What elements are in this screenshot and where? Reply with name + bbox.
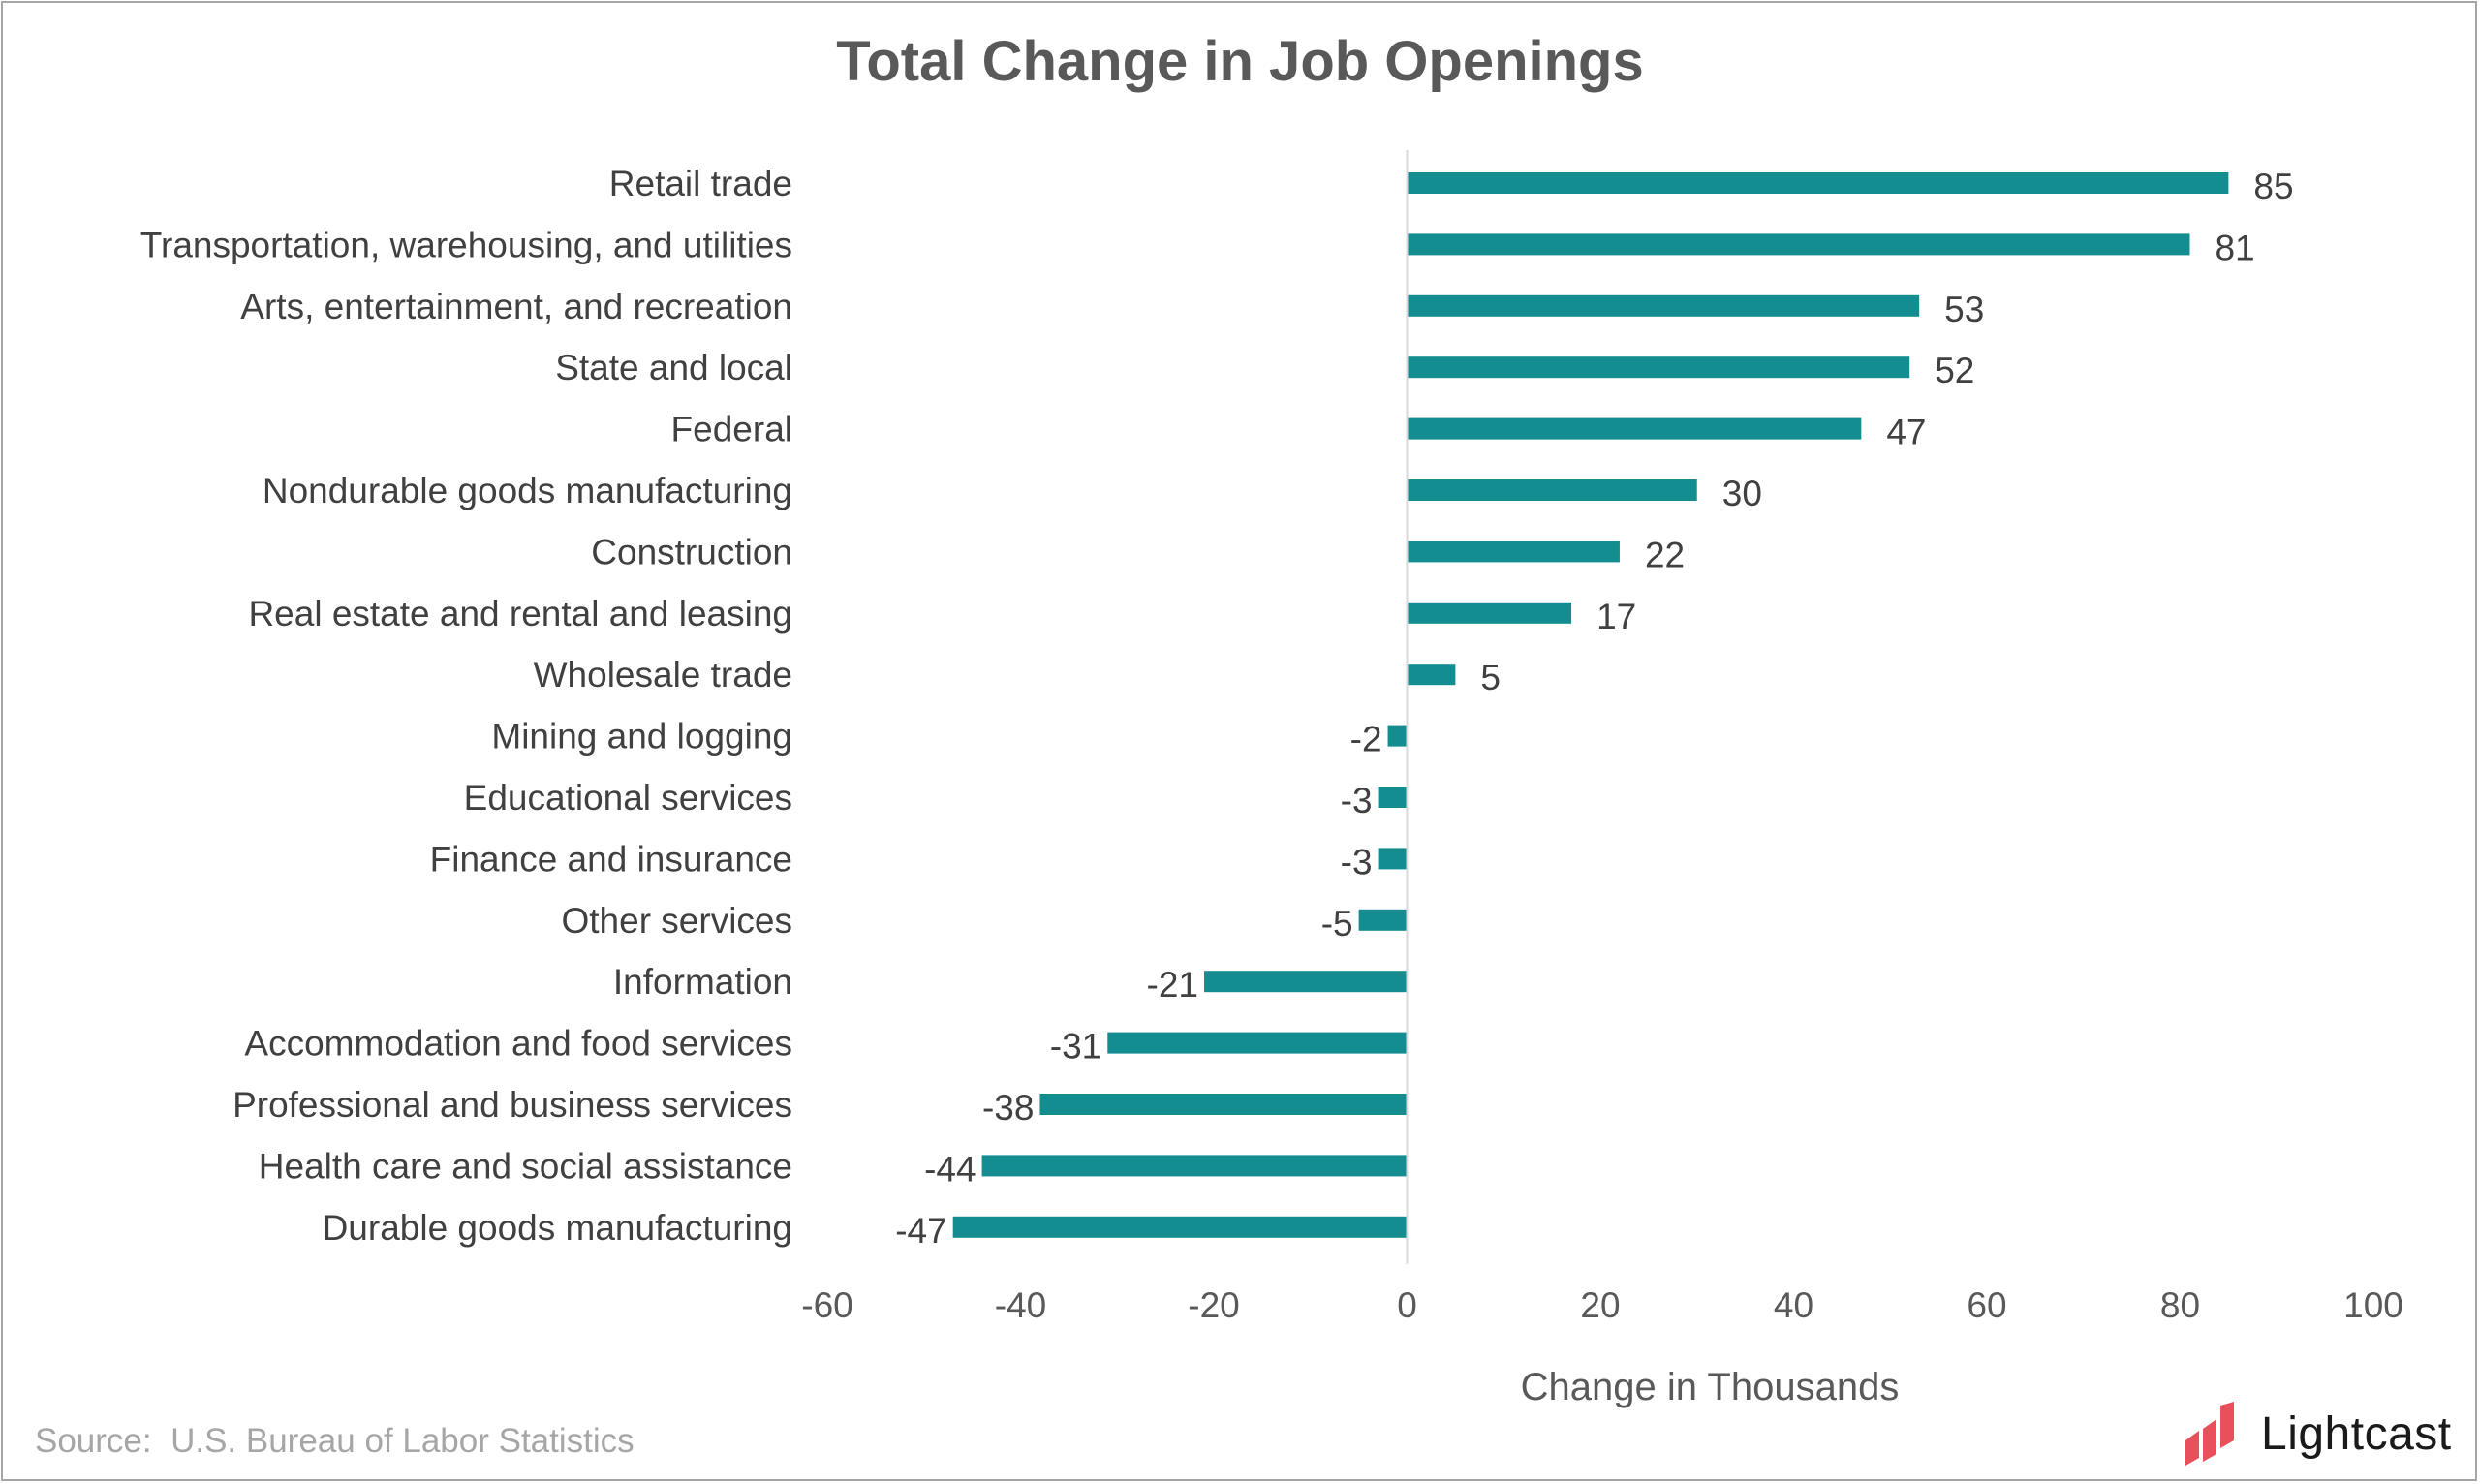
data-label: 47 — [1886, 413, 1926, 452]
data-label: -3 — [1341, 781, 1373, 820]
bar — [1407, 479, 1697, 501]
bar — [1407, 417, 1862, 440]
category-label: Professional and business services — [232, 1085, 792, 1125]
x-tick-label: -40 — [995, 1285, 1046, 1325]
bar — [1204, 971, 1408, 993]
x-tick-label: -60 — [801, 1285, 852, 1325]
category-label: Health care and social assistance — [259, 1146, 792, 1186]
bar — [1407, 294, 1920, 317]
x-axis-label: Change in Thousands — [1521, 1366, 1900, 1408]
data-label: -3 — [1341, 842, 1373, 881]
category-label: State and local — [555, 348, 792, 387]
data-label: -47 — [895, 1211, 946, 1251]
brand-logo: Lightcast — [2182, 1395, 2452, 1472]
bar — [1039, 1094, 1408, 1115]
x-tick-label: 40 — [1774, 1285, 1814, 1325]
bar — [1407, 602, 1572, 624]
brand-name: Lightcast — [2261, 1407, 2452, 1460]
category-label: Transportation, warehousing, and utiliti… — [140, 225, 792, 264]
bar — [1387, 725, 1408, 747]
bar — [1378, 848, 1408, 870]
bar — [1407, 356, 1910, 379]
data-label: -2 — [1350, 720, 1382, 759]
category-label: Wholesale trade — [534, 655, 792, 695]
bar — [981, 1155, 1408, 1177]
category-label: Mining and logging — [491, 717, 792, 757]
category-labels: Retail trade Transportation, warehousing,… — [140, 164, 792, 1248]
source-note: Source: U.S. Bureau of Labor Statistics — [35, 1422, 635, 1460]
category-label: Accommodation and food services — [244, 1024, 792, 1064]
x-tick-labels: -60 -40 -20 0 20 40 60 80 100 — [801, 1285, 2403, 1325]
category-label: Finance and insurance — [430, 839, 792, 879]
chart-title: Total Change in Job Openings — [836, 30, 1644, 93]
category-label: Educational services — [464, 778, 792, 818]
bar — [1358, 909, 1408, 931]
lightcast-logo-icon — [2186, 1402, 2234, 1466]
bar — [1407, 233, 2190, 256]
category-label: Durable goods manufacturing — [323, 1208, 792, 1248]
x-tick-label: 60 — [1967, 1285, 2006, 1325]
data-label: 22 — [1645, 535, 1685, 574]
category-label: Construction — [591, 532, 792, 572]
category-label: Information — [613, 962, 792, 1002]
x-tick-label: 20 — [1580, 1285, 1620, 1325]
data-label: 81 — [2215, 228, 2254, 267]
data-label: 30 — [1722, 474, 1762, 513]
category-label: Nondurable goods manufacturing — [263, 471, 792, 510]
bar — [952, 1216, 1408, 1238]
category-label: Federal — [671, 410, 792, 449]
data-label: 53 — [1944, 290, 1984, 329]
x-tick-label: 100 — [2343, 1285, 2403, 1325]
bar — [1407, 541, 1620, 563]
bar — [1378, 787, 1408, 808]
bars-layer — [952, 172, 2229, 1238]
data-label: -21 — [1147, 965, 1198, 1005]
category-label: Other services — [561, 901, 792, 941]
data-label: 17 — [1596, 597, 1636, 636]
x-tick-label: 0 — [1397, 1285, 1417, 1325]
data-label: 52 — [1935, 351, 1974, 390]
data-label: -31 — [1050, 1027, 1101, 1067]
data-label: 85 — [2253, 167, 2293, 206]
category-label: Retail trade — [609, 164, 792, 203]
data-label: 5 — [1480, 658, 1501, 697]
x-tick-label: 80 — [2160, 1285, 2200, 1325]
data-label: -44 — [924, 1149, 976, 1189]
bar — [1407, 664, 1456, 686]
x-tick-label: -20 — [1188, 1285, 1239, 1325]
category-label: Arts, entertainment, and recreation — [240, 287, 792, 326]
bar — [1107, 1032, 1408, 1054]
data-label: -38 — [982, 1088, 1034, 1128]
category-label: Real estate and rental and leasing — [248, 594, 792, 634]
bar — [1407, 172, 2229, 194]
data-label: -5 — [1321, 904, 1353, 943]
